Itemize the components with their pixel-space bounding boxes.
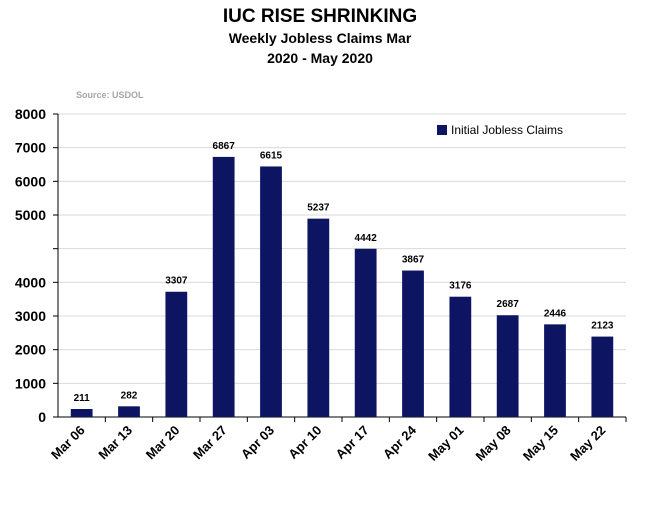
bar [449, 296, 472, 417]
bar [354, 248, 377, 417]
bar [402, 270, 424, 417]
y-tick-label: 5000 [15, 207, 46, 223]
x-tick-label: May 22 [567, 423, 608, 464]
x-tick-label: May 08 [473, 423, 514, 464]
legend-label: Initial Jobless Claims [451, 123, 564, 137]
data-label: 2123 [591, 321, 614, 332]
data-label: 211 [74, 393, 91, 404]
x-tick-label: Apr 03 [238, 423, 277, 462]
chart-subtitle-line2: 2020 - May 2020 [267, 50, 373, 66]
bar [260, 166, 282, 417]
chart-subtitle-line1: Weekly Jobless Claims Mar [228, 30, 412, 46]
x-tick-label: Apr 17 [333, 423, 372, 462]
y-tick-label: 2000 [15, 342, 46, 358]
bar [118, 406, 140, 417]
chart-title: IUC RISE SHRINKING [222, 6, 418, 27]
x-tick-label: May 15 [520, 423, 561, 464]
data-label: 6615 [260, 150, 283, 161]
data-label: 282 [121, 390, 138, 401]
legend: Initial Jobless Claims [437, 123, 563, 137]
bar [70, 409, 93, 417]
x-tick-label: Mar 27 [190, 423, 230, 463]
bar [496, 315, 519, 417]
data-label: 3176 [449, 281, 472, 292]
legend-swatch [437, 125, 447, 135]
data-label: 3307 [165, 276, 188, 287]
data-label: 6867 [213, 141, 236, 152]
y-tick-label: 3000 [15, 308, 46, 324]
y-tick-label: 8000 [15, 106, 46, 122]
bar [165, 291, 188, 417]
source-note: Source: USDOL [76, 90, 144, 100]
data-label: 3867 [402, 255, 425, 266]
y-tick-label: 7000 [15, 140, 46, 156]
data-label: 4442 [355, 233, 378, 244]
y-tick-label: 6000 [15, 173, 46, 189]
x-tick-label: Mar 13 [95, 423, 135, 463]
y-tick-label: 0 [38, 409, 46, 425]
bar [544, 324, 566, 417]
y-tick-label: 4000 [15, 274, 46, 290]
y-tick-label: 1000 [15, 375, 46, 391]
x-tick-label: Apr 24 [380, 422, 420, 462]
x-tick-label: May 01 [425, 423, 466, 464]
x-tick-label: Mar 06 [48, 423, 88, 463]
x-tick-label: Apr 10 [285, 423, 324, 462]
data-label: 5237 [307, 203, 330, 214]
data-label: 2446 [544, 308, 567, 319]
data-label: 2687 [497, 299, 520, 310]
bar [591, 336, 614, 417]
bar [307, 218, 330, 417]
x-tick-label: Mar 20 [143, 423, 183, 463]
bar [212, 156, 235, 418]
